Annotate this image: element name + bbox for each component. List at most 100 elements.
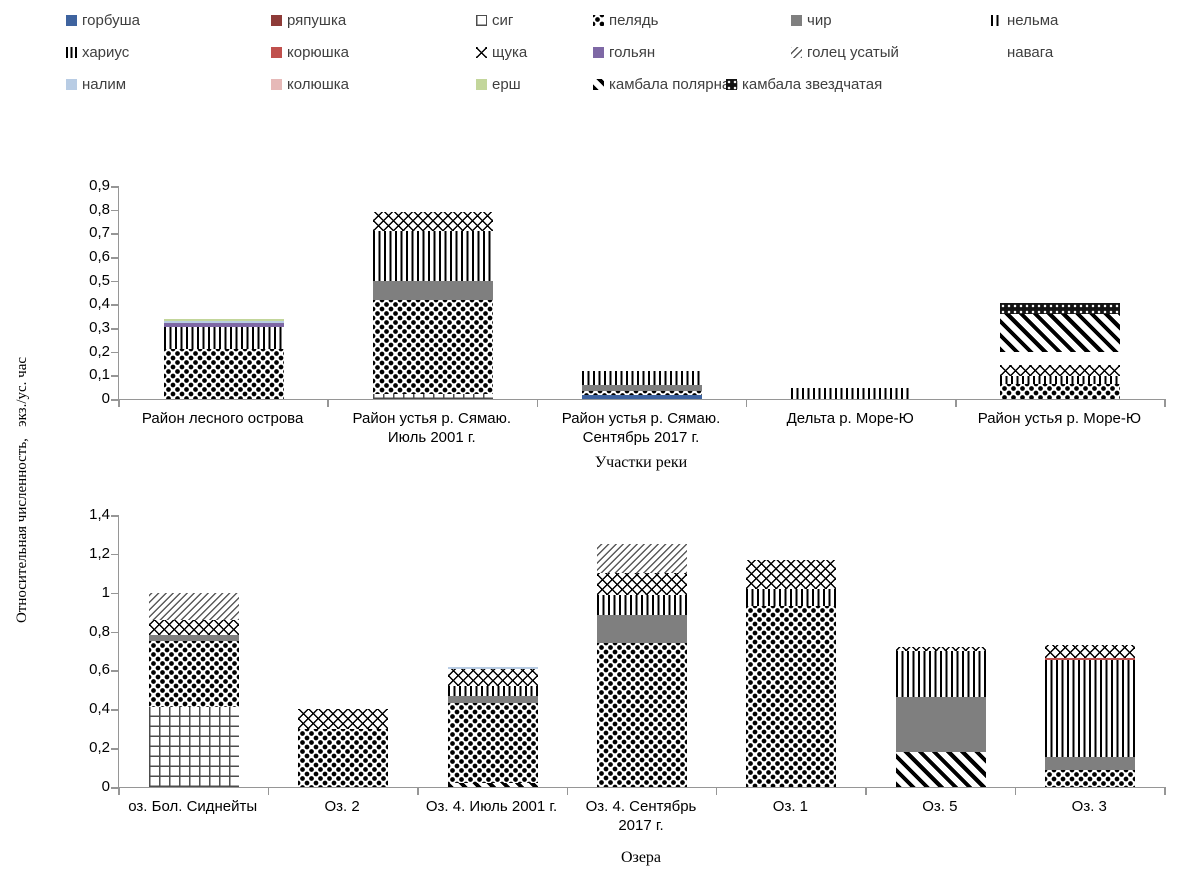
y-tick-mark — [111, 553, 118, 556]
segment-pelyad — [298, 728, 389, 787]
category-label: Оз. 2 — [324, 798, 360, 815]
y-tick-label: 0,6 — [89, 661, 110, 679]
legend-item-golyan: гольян — [593, 44, 791, 61]
y-tick-mark — [111, 233, 118, 235]
legend-item-kambala_zvezd: камбала звездчатая — [726, 76, 1176, 93]
segment-nelma — [895, 651, 986, 697]
y-tick-mark — [111, 631, 118, 634]
y-tick-mark — [111, 787, 118, 789]
y-tick-label: 1,4 — [89, 506, 110, 523]
segment-kambala_zvezd — [1000, 303, 1121, 314]
segment-nelma — [1000, 375, 1121, 384]
y-tick-mark — [111, 709, 118, 711]
y-tick-label: 0,8 — [89, 622, 110, 640]
x-axis-title-lakes: Озера — [620, 849, 662, 866]
category-label: Оз. 1 — [772, 798, 809, 815]
category-label: Район устья р. Сямаю. Сентябрь 2017 г. — [561, 410, 721, 446]
segment-golyan — [163, 323, 284, 327]
category-label: Оз. 4. Сентябрь 2017 г. — [585, 798, 697, 834]
y-tick-mark — [111, 280, 118, 283]
segment-pelyad — [148, 641, 239, 708]
segment-koryushka — [1045, 657, 1136, 660]
segment-navaga — [746, 553, 837, 560]
legend-item-nalim: налим — [66, 76, 271, 93]
segment-chir — [582, 384, 702, 391]
legend-label-kharius: хариус — [82, 44, 130, 61]
legend-item-navaga: навага — [991, 44, 1176, 61]
segment-sig — [372, 394, 493, 399]
y-tick-label: 0,4 — [89, 700, 110, 718]
legend-label-pelyad: пелядь — [609, 12, 659, 29]
category-label: Оз. 5 — [922, 798, 958, 815]
segment-nelma — [1045, 659, 1136, 757]
x-tick-mark — [566, 787, 569, 795]
legend-label-nalim: налим — [82, 76, 127, 93]
legend-item-koryushka: корюшка — [271, 44, 476, 61]
legend-item-pelyad: пелядь — [593, 12, 791, 29]
gorbusha-swatch-icon — [66, 15, 77, 26]
chir-swatch-icon — [791, 15, 802, 26]
river-sections-chart: Участки реки 0 0,1 0,2 0,3 0,4 0,5 0,6 0,7 0,8 0,… — [0, 177, 1188, 486]
segment-pelyad — [582, 390, 702, 396]
segment-golets — [597, 544, 687, 574]
legend-row: хариус корюшка щука гольян голец усатый наваг… — [66, 44, 1176, 61]
y-tick-mark — [111, 351, 118, 354]
segment-navaga — [597, 538, 687, 545]
legend-label-koryushka: корюшка — [287, 44, 349, 61]
legend-item-chir: чир — [791, 12, 991, 29]
legend-item-shchuka: щука — [476, 44, 593, 61]
segment-pelyad — [447, 703, 538, 784]
x-tick-mark — [1014, 787, 1017, 795]
y-tick-mark — [111, 592, 118, 595]
segment-chir — [372, 280, 493, 300]
segment-sig — [148, 707, 239, 787]
legend-item-kambala_polar: камбала полярная — [593, 76, 738, 93]
legend-item-golets: голец усатый — [791, 44, 991, 61]
segment-nalim — [447, 666, 538, 669]
y-tick-label: 0,5 — [89, 271, 110, 289]
legend-label-kolyushka: колюшка — [287, 76, 350, 93]
segment-pelyad — [372, 299, 493, 395]
segment-pelyad — [1045, 769, 1136, 787]
plot-area — [118, 186, 1166, 407]
legend-row: налим колюшка ерш камбала полярная камбала з… — [66, 76, 1176, 93]
x-tick-mark — [745, 399, 748, 407]
segment-kambala_polar — [895, 752, 986, 787]
legend-item-yorsh: ерш — [476, 76, 593, 93]
pelyad-swatch-icon — [593, 15, 604, 26]
legend-item-nelma: нельма — [991, 12, 1176, 29]
segment-nelma — [791, 388, 912, 399]
segment-pelyad — [163, 349, 284, 399]
segment-golets — [148, 592, 239, 620]
navaga-swatch-icon — [991, 47, 1002, 58]
plot-area — [118, 515, 1166, 795]
legend-item-gorbusha: горбуша — [66, 12, 271, 29]
legend-label-sig: сиг — [492, 12, 514, 29]
segment-kambala_polar — [1000, 313, 1121, 353]
ryapushka-swatch-icon — [271, 15, 282, 26]
nalim-swatch-icon — [66, 79, 77, 90]
nelma-swatch-icon — [991, 15, 1002, 26]
y-tick-label: 0,9 — [89, 177, 110, 194]
segment-nelma — [582, 370, 702, 385]
y-tick-label: 0,2 — [89, 739, 110, 757]
legend-label-golets: голец усатый — [807, 44, 899, 61]
x-tick-mark — [955, 399, 957, 407]
legend-label-kambala_zvezd: камбала звездчатая — [742, 76, 883, 93]
segment-shchuka — [597, 573, 687, 595]
segment-nelma — [746, 588, 837, 607]
golets-swatch-icon — [791, 47, 802, 58]
x-tick-mark — [715, 787, 718, 795]
segment-kambala_polar — [447, 783, 538, 787]
y-tick-label: 0,8 — [89, 200, 110, 218]
segment-shchuka — [298, 709, 389, 729]
y-tick-label: 0,1 — [89, 366, 110, 384]
x-tick-mark — [118, 787, 120, 795]
y-tick-label: 0,2 — [89, 342, 110, 360]
y-tick-mark — [111, 304, 118, 306]
legend-label-golyan: гольян — [609, 44, 656, 61]
legend-row: горбуша ряпушка сиг пелядь чир нельма — [66, 12, 1176, 29]
segment-shchuka — [148, 619, 239, 636]
x-tick-mark — [536, 399, 539, 407]
kambala_zvezd-swatch-icon — [726, 79, 737, 90]
